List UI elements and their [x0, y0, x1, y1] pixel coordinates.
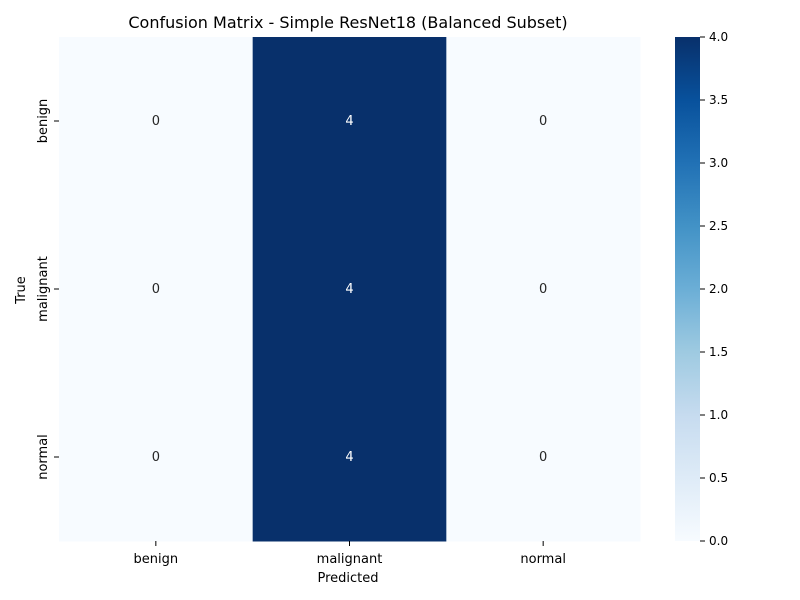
- heatmap-cell-value: 0: [539, 450, 547, 465]
- heatmap-cell: [59, 373, 254, 542]
- heatmap-cell: [59, 37, 254, 206]
- heatmap-cell-value: 4: [345, 114, 353, 129]
- heatmap-cell-value: 0: [539, 282, 547, 297]
- y-axis-label: True: [14, 276, 29, 305]
- colorbar-tick-label: 4.0: [709, 30, 728, 44]
- colorbar-tick-label: 2.5: [709, 219, 728, 233]
- heatmap-cell-value: 4: [345, 450, 353, 465]
- colorbar-tick-label: 1.5: [709, 345, 728, 359]
- x-axis-label: Predicted: [317, 571, 378, 586]
- colorbar-tick-label: 3.0: [709, 156, 728, 170]
- heatmap-cell-value: 0: [152, 450, 160, 465]
- colorbar-tick-label: 3.5: [709, 93, 728, 107]
- x-tick-label: normal: [520, 552, 566, 567]
- y-axis: benign malignant normal: [36, 99, 59, 480]
- heatmap-cell-value: 0: [152, 114, 160, 129]
- heatmap-cell-value: 4: [345, 282, 353, 297]
- heatmap-cells: [59, 37, 641, 542]
- colorbar-tick-label: 0.0: [709, 534, 728, 548]
- heatmap-cell: [252, 37, 447, 206]
- heatmap-cell-labels: 0 4 0 0 4 0 0 4 0: [152, 114, 548, 465]
- colorbar-tick-label: 0.5: [709, 471, 728, 485]
- heatmap-cell: [446, 205, 641, 374]
- chart-title: Confusion Matrix - Simple ResNet18 (Bala…: [128, 13, 567, 32]
- heatmap-cell: [446, 373, 641, 542]
- x-tick-label: benign: [134, 552, 179, 567]
- y-tick-label: normal: [36, 434, 51, 480]
- heatmap-cell: [59, 205, 254, 374]
- y-tick-label: benign: [36, 99, 51, 144]
- colorbar-tick-label: 2.0: [709, 282, 728, 296]
- x-axis: benign malignant normal: [134, 541, 566, 567]
- colorbar-ticks: 0.0 0.5 1.0 1.5 2.0 2.5 3.0 3.5 4.0: [700, 30, 728, 548]
- heatmap-cell: [252, 205, 447, 374]
- heatmap-cell-value: 0: [152, 282, 160, 297]
- heatmap-cell: [446, 37, 641, 206]
- x-tick-label: malignant: [317, 552, 383, 567]
- heatmap-cell: [252, 373, 447, 542]
- colorbar-tick-label: 1.0: [709, 408, 728, 422]
- y-tick-label: malignant: [36, 256, 51, 322]
- heatmap-cell-value: 0: [539, 114, 547, 129]
- colorbar: [675, 37, 700, 541]
